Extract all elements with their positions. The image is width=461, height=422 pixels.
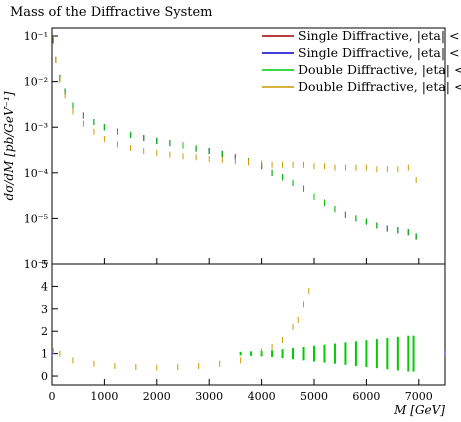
x-ticks: 0 1000 2000 3000 4000 5000 6000 7000 — [49, 258, 433, 403]
x-tick-label-1: 1000 — [90, 390, 118, 403]
x-tick-label-6: 6000 — [352, 390, 380, 403]
ratio-y-tick-label-1: 1 — [41, 348, 48, 361]
x-tick-label-4: 4000 — [248, 390, 276, 403]
ratio-y-ticks: 0 1 2 3 4 5 — [41, 258, 58, 383]
main-y-tick-label-1: 10⁻² — [24, 76, 48, 89]
x-tick-label-7: 7000 — [405, 390, 433, 403]
x-tick-label-5: 5000 — [300, 390, 328, 403]
chart-title: Mass of the Diffractive System — [10, 5, 213, 20]
legend-label-2: Double Diffractive, |eta| < 5 — [298, 62, 461, 77]
ratio-data-points — [51, 287, 446, 372]
ratio-y-tick-label-3: 3 — [41, 303, 48, 316]
legend: Single Diffractive, |eta| < 5 Single Diff… — [262, 28, 461, 94]
x-tick-label-3: 3000 — [195, 390, 223, 403]
ratio-y-tick-label-5: 5 — [41, 258, 48, 271]
legend-label-3: Double Diffractive, |eta| < 5 — [298, 79, 461, 94]
main-y-tick-label-0: 10⁻¹ — [24, 30, 48, 43]
main-data-points — [52, 37, 417, 240]
ratio-y-tick-label-4: 4 — [41, 280, 48, 293]
ratio-y-tick-label-0: 0 — [41, 370, 48, 383]
main-y-tick-label-2: 10⁻³ — [24, 121, 48, 134]
main-y-ticks: 10⁻¹ 10⁻² 10⁻³ 10⁻⁴ 10⁻⁵ 10⁻⁶ — [24, 30, 58, 271]
main-y-tick-label-5: 10⁻⁶ — [24, 258, 49, 271]
main-y-tick-label-3: 10⁻⁴ — [24, 167, 49, 180]
x-tick-label-2: 2000 — [143, 390, 171, 403]
ratio-y-tick-label-2: 2 — [41, 325, 48, 338]
legend-label-0: Single Diffractive, |eta| < 5 — [298, 28, 461, 43]
x-axis-label: M [GeV] — [393, 403, 445, 417]
main-y-axis-label: dσ/dM [pb/GeV⁻¹] — [2, 91, 16, 200]
x-tick-label-0: 0 — [49, 390, 56, 403]
ratio-plot-frame — [51, 263, 446, 386]
main-y-tick-label-4: 10⁻⁵ — [24, 212, 48, 225]
legend-label-1: Single Diffractive, |eta| < 5 — [298, 45, 461, 60]
